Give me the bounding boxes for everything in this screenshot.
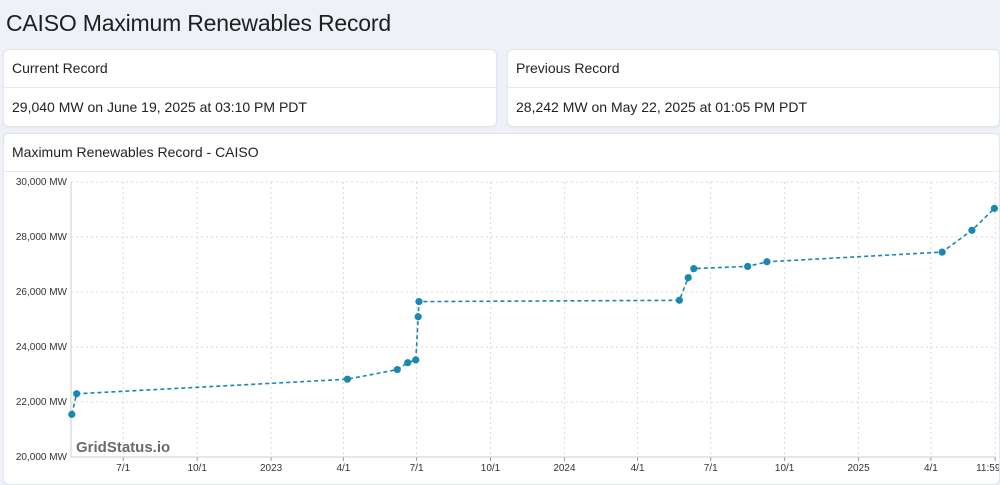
data-point: [990, 204, 998, 212]
x-tick-label: 2025: [847, 463, 870, 474]
data-point: [414, 313, 422, 321]
data-point: [404, 359, 412, 367]
x-tick-label: 2023: [260, 463, 283, 474]
chart-grid: [71, 181, 996, 457]
current-record-label: Current Record: [4, 50, 496, 88]
renewables-record-chart[interactable]: 20,000 MW 22,000 MW 24,000 MW 26,000 MW 28,0…: [4, 172, 999, 480]
data-point: [690, 265, 698, 273]
x-tick-label: 10/1: [481, 463, 501, 474]
x-tick-label: 7/1: [704, 463, 718, 474]
previous-record-value: 28,242 MW on May 22, 2025 at 01:05 PM PD…: [516, 99, 808, 115]
page-title: CAISO Maximum Renewables Record: [6, 10, 391, 36]
data-point: [763, 258, 771, 266]
series-line: [71, 207, 995, 415]
x-tick-label: 4/1: [336, 463, 350, 474]
x-tick-label: 10/1: [187, 463, 207, 474]
data-point: [684, 274, 692, 282]
series-points: [68, 204, 998, 418]
x-tick-label: 4/1: [924, 463, 938, 474]
x-tick-label: 10/1: [775, 463, 795, 474]
data-point: [415, 298, 423, 306]
chart-axes: 20,000 MW 22,000 MW 24,000 MW 26,000 MW 28,0…: [16, 177, 999, 474]
chart-title: Maximum Renewables Record - CAISO: [4, 134, 999, 172]
y-tick-label: 26,000 MW: [16, 287, 68, 298]
previous-record-card: Previous Record 28,242 MW on May 22, 202…: [507, 49, 1000, 127]
x-tick-label: 7/1: [410, 463, 424, 474]
x-tick-label: 7/1: [116, 463, 130, 474]
data-point: [393, 365, 401, 374]
current-record-value: 29,040 MW on June 19, 2025 at 03:10 PM P…: [12, 99, 307, 115]
data-point: [68, 410, 76, 418]
data-point: [343, 375, 352, 383]
previous-record-label: Previous Record: [508, 50, 999, 88]
data-point: [938, 248, 946, 256]
data-point: [744, 262, 752, 271]
data-point: [73, 390, 81, 398]
y-tick-label: 20,000 MW: [16, 452, 68, 463]
x-tick-label: 11:59:59: [976, 463, 999, 474]
data-point: [675, 296, 683, 304]
gridstatus-watermark: GridStatus.io: [76, 439, 170, 456]
data-point: [412, 356, 420, 364]
y-tick-label: 28,000 MW: [16, 232, 68, 243]
current-record-card: Current Record 29,040 MW on June 19, 202…: [3, 49, 497, 127]
y-tick-label: 22,000 MW: [16, 397, 68, 408]
y-tick-label: 24,000 MW: [16, 342, 68, 353]
x-tick-label: 4/1: [631, 463, 645, 474]
y-tick-label: 30,000 MW: [16, 177, 68, 188]
x-tick-label: 2024: [553, 463, 576, 474]
chart-card: Maximum Renewables Record - CAISO 20,000…: [3, 133, 1000, 485]
data-point: [968, 226, 976, 234]
